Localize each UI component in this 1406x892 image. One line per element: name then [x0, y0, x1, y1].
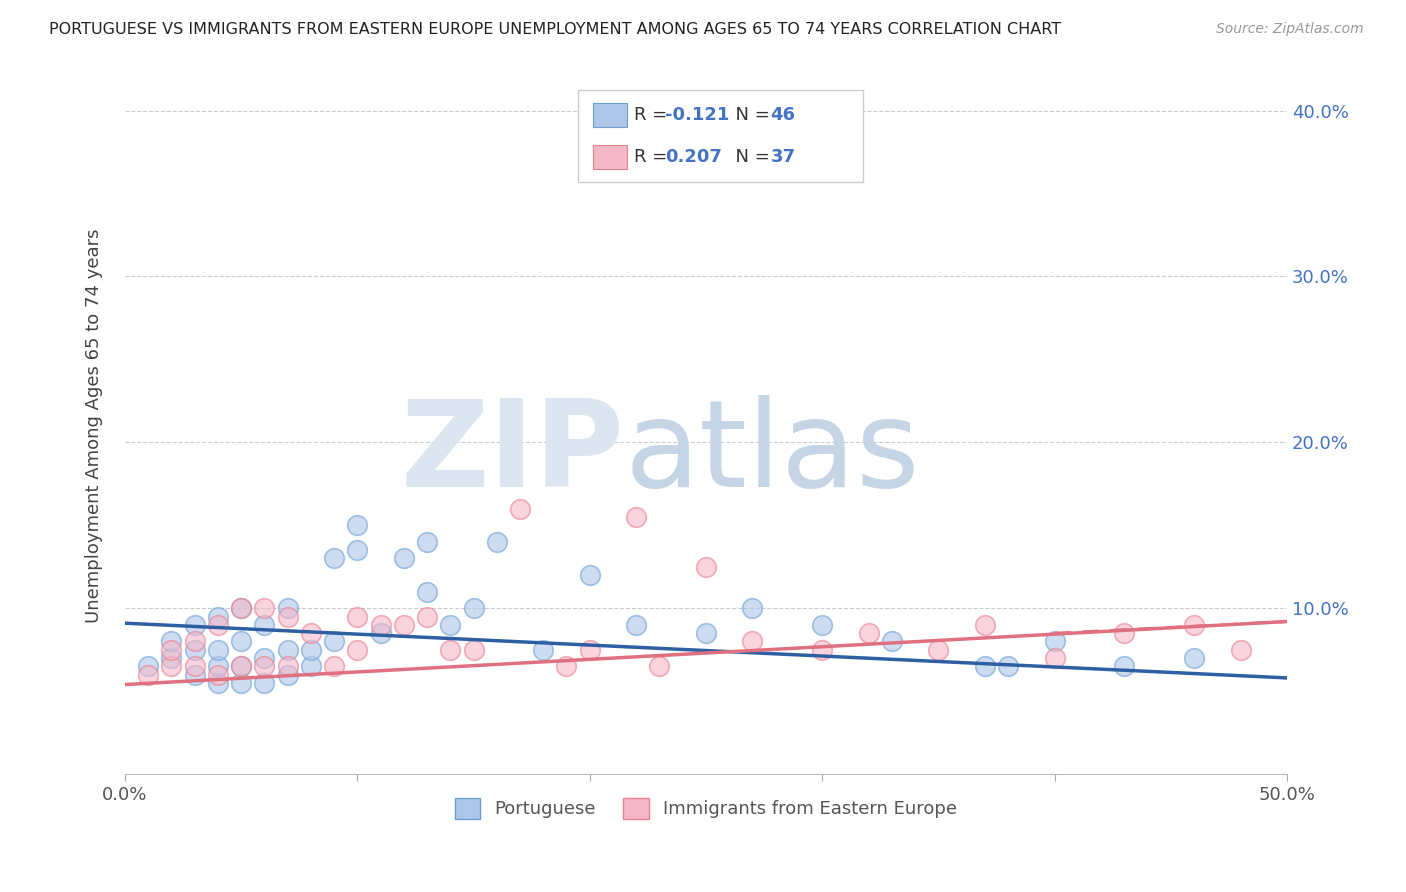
Point [811, 642, 834, 657]
Point [299, 659, 322, 673]
Point [346, 543, 368, 558]
Point [207, 617, 229, 632]
Text: R =: R = [634, 148, 673, 166]
Point [183, 617, 205, 632]
Point [626, 617, 648, 632]
Point [555, 659, 578, 673]
Point [626, 510, 648, 524]
Point [207, 667, 229, 681]
Point [160, 642, 183, 657]
Point [1182, 617, 1205, 632]
Point [136, 667, 159, 681]
Point [741, 634, 763, 648]
Text: N =: N = [724, 106, 776, 124]
Point [416, 584, 439, 599]
Point [277, 609, 299, 624]
Text: ZIP: ZIP [401, 395, 624, 512]
Point [578, 642, 600, 657]
Point [392, 617, 415, 632]
Point [695, 559, 717, 574]
Point [323, 551, 346, 566]
Point [1229, 642, 1251, 657]
Text: atlas: atlas [624, 395, 920, 512]
Point [136, 659, 159, 673]
Point [927, 642, 949, 657]
Point [253, 617, 276, 632]
Point [277, 601, 299, 615]
Point [229, 659, 252, 673]
Point [229, 634, 252, 648]
Y-axis label: Unemployment Among Ages 65 to 74 years: Unemployment Among Ages 65 to 74 years [86, 228, 103, 623]
Point [277, 659, 299, 673]
Point [997, 659, 1019, 673]
Point [416, 609, 439, 624]
Point [973, 659, 995, 673]
Point [1114, 659, 1136, 673]
Point [741, 601, 763, 615]
Legend: Portuguese, Immigrants from Eastern Europe: Portuguese, Immigrants from Eastern Euro… [450, 793, 962, 824]
Point [531, 642, 554, 657]
Text: PORTUGUESE VS IMMIGRANTS FROM EASTERN EUROPE UNEMPLOYMENT AMONG AGES 65 TO 74 YE: PORTUGUESE VS IMMIGRANTS FROM EASTERN EU… [49, 22, 1062, 37]
Text: R =: R = [634, 106, 673, 124]
Point [439, 617, 461, 632]
Point [160, 651, 183, 665]
Text: N =: N = [724, 148, 776, 166]
Point [392, 551, 415, 566]
Point [183, 634, 205, 648]
Point [229, 676, 252, 690]
Point [183, 667, 205, 681]
Point [323, 659, 346, 673]
Point [416, 535, 439, 549]
Text: 37: 37 [770, 148, 796, 166]
Point [160, 634, 183, 648]
Point [1043, 651, 1066, 665]
Point [578, 568, 600, 582]
Point [277, 667, 299, 681]
Point [1114, 626, 1136, 640]
Point [509, 501, 531, 516]
Point [858, 626, 880, 640]
Point [463, 642, 485, 657]
Point [346, 518, 368, 533]
Point [1043, 634, 1066, 648]
Text: -0.121: -0.121 [665, 106, 730, 124]
Point [811, 617, 834, 632]
Point [299, 626, 322, 640]
Point [648, 659, 671, 673]
Point [973, 617, 995, 632]
Point [207, 609, 229, 624]
Text: 46: 46 [770, 106, 796, 124]
Text: 0.207: 0.207 [665, 148, 721, 166]
Point [439, 642, 461, 657]
Point [346, 609, 368, 624]
Point [1182, 651, 1205, 665]
Point [160, 659, 183, 673]
Point [229, 659, 252, 673]
Point [299, 642, 322, 657]
Point [648, 136, 671, 151]
Point [253, 601, 276, 615]
Point [253, 659, 276, 673]
Point [183, 642, 205, 657]
Point [183, 659, 205, 673]
Point [207, 642, 229, 657]
Text: Source: ZipAtlas.com: Source: ZipAtlas.com [1216, 22, 1364, 37]
Point [207, 659, 229, 673]
Point [463, 601, 485, 615]
Point [323, 634, 346, 648]
Point [880, 634, 903, 648]
Point [695, 626, 717, 640]
Point [485, 535, 508, 549]
Point [253, 651, 276, 665]
Point [229, 601, 252, 615]
Point [229, 601, 252, 615]
Point [277, 642, 299, 657]
Point [253, 676, 276, 690]
Point [370, 617, 392, 632]
Point [207, 676, 229, 690]
Point [346, 642, 368, 657]
Point [370, 626, 392, 640]
